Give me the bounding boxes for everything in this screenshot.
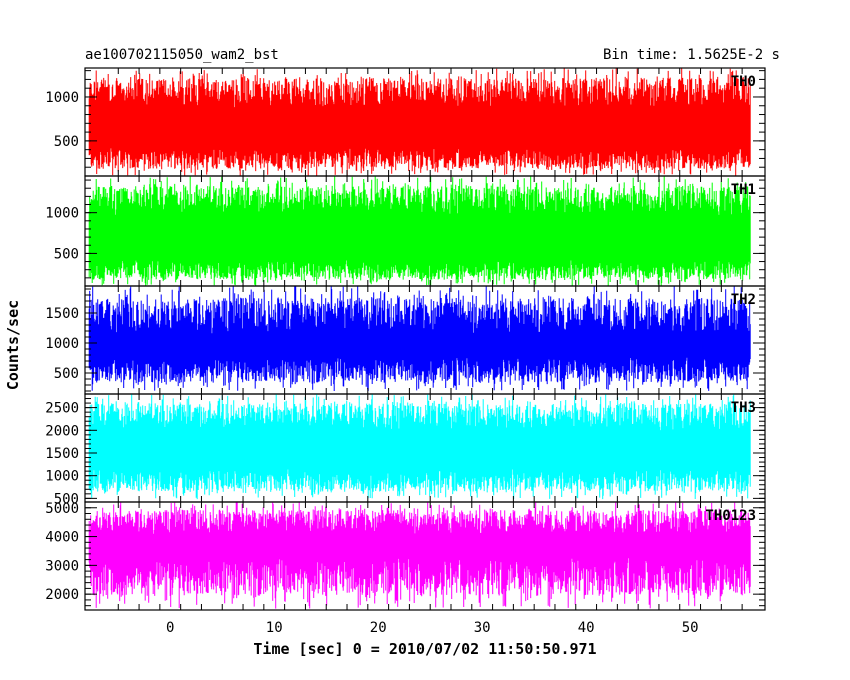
- series-th1: [88, 176, 751, 286]
- y-tick-label: 1000: [45, 90, 79, 106]
- x-tick-label: 40: [578, 620, 595, 636]
- y-tick-label: 3000: [45, 558, 79, 574]
- y-tick-label: 2000: [45, 423, 79, 439]
- panel-th3: 500 1000 1500 2000 2500 TH3: [45, 393, 766, 507]
- panel-label-th0123: TH0123: [705, 508, 756, 524]
- panel-th0123: 2000 3000 4000 5000 TH0123: [45, 501, 766, 611]
- x-tick-label: 50: [682, 620, 699, 636]
- panels-group: 500 1000 TH0 500 1000 TH1 500 1000 1500 TH2 500 100…: [45, 67, 766, 611]
- y-tick-label: 1000: [45, 469, 79, 485]
- x-tick-label: 10: [266, 620, 283, 636]
- panel-th0: 500 1000 TH0: [45, 67, 766, 177]
- y-tick-label: 1500: [45, 306, 79, 322]
- y-tick-label: 500: [54, 491, 79, 507]
- chart-title: ae100702115050_wam2_bst: [85, 47, 279, 63]
- panel-label-th1: TH1: [731, 182, 756, 198]
- y-tick-label: 5000: [45, 501, 79, 517]
- series-th2: [88, 286, 751, 391]
- series-th0: [88, 68, 751, 176]
- y-tick-label: 2500: [45, 401, 79, 417]
- x-tick-label: 20: [370, 620, 387, 636]
- panel-label-th3: TH3: [731, 400, 756, 416]
- y-tick-label: 500: [54, 246, 79, 262]
- x-tick-label: 0: [166, 620, 174, 636]
- panel-frame: [84, 501, 766, 611]
- panel-label-th2: TH2: [731, 292, 756, 308]
- x-axis-title: Time [sec] 0 = 2010/07/02 11:50:50.971: [253, 640, 596, 658]
- y-tick-label: 1000: [45, 336, 79, 352]
- y-tick-label: 500: [54, 366, 79, 382]
- y-tick-label: 1000: [45, 206, 79, 222]
- y-tick-label: 1500: [45, 446, 79, 462]
- x-axis: 0 10 20 30 40 50: [166, 620, 699, 636]
- panel-label-th0: TH0: [731, 74, 756, 90]
- y-tick-label: 500: [54, 134, 79, 150]
- y-tick-label: 4000: [45, 530, 79, 546]
- bin-time-label: Bin time: 1.5625E-2 s: [603, 47, 780, 63]
- y-axis-title: Counts/sec: [4, 300, 22, 390]
- panel-th2: 500 1000 1500 TH2: [45, 285, 766, 395]
- y-tick-label: 2000: [45, 587, 79, 603]
- x-tick-label: 30: [474, 620, 491, 636]
